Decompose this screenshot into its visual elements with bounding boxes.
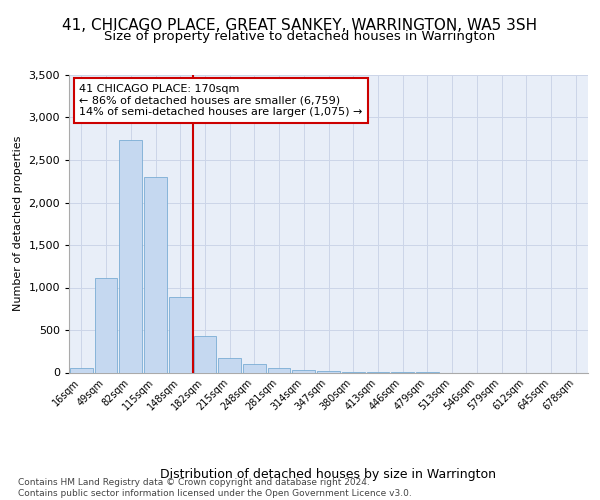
Bar (218, 358, 241, 372)
Bar (95, 278, 118, 372)
Text: Size of property relative to detached houses in Warrington: Size of property relative to detached ho… (104, 30, 496, 43)
Bar (243, 364, 266, 372)
Bar (144, 177, 167, 372)
X-axis label: Distribution of detached houses by size in Warrington: Distribution of detached houses by size … (161, 468, 497, 481)
Bar (70, 368, 93, 372)
Bar (194, 336, 216, 372)
Bar (292, 370, 315, 372)
Bar (119, 140, 142, 372)
Text: Contains HM Land Registry data © Crown copyright and database right 2024.
Contai: Contains HM Land Registry data © Crown c… (18, 478, 412, 498)
Bar (169, 297, 191, 372)
Y-axis label: Number of detached properties: Number of detached properties (13, 136, 23, 312)
Text: 41 CHICAGO PLACE: 170sqm
← 86% of detached houses are smaller (6,759)
14% of sem: 41 CHICAGO PLACE: 170sqm ← 86% of detach… (79, 84, 363, 117)
Bar (268, 368, 290, 372)
Text: 41, CHICAGO PLACE, GREAT SANKEY, WARRINGTON, WA5 3SH: 41, CHICAGO PLACE, GREAT SANKEY, WARRING… (62, 18, 538, 32)
